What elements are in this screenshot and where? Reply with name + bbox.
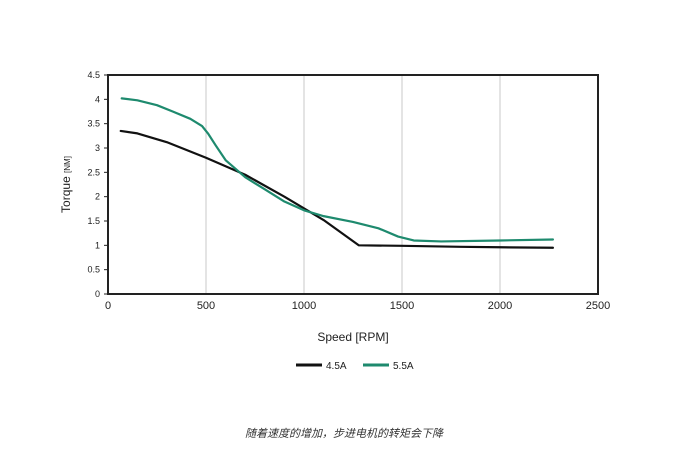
y-axis-label-main: Torque: [59, 173, 73, 213]
x-tick-label: 2500: [586, 300, 610, 312]
y-tick-label: 0: [95, 289, 100, 299]
y-tick-label: 3: [95, 143, 100, 153]
x-tick-label: 500: [197, 300, 215, 312]
x-tick-label: 1500: [390, 300, 414, 312]
plot-frame: [107, 74, 599, 295]
x-axis-label: Speed [RPM]: [317, 330, 388, 344]
y-tick-label: 4: [95, 94, 100, 104]
series-line-0: [119, 129, 555, 249]
y-axis-label-unit: [NM]: [63, 156, 72, 173]
figure-caption: 随着速度的增加，步进电机的转矩会下降: [245, 428, 443, 440]
x-tick-label: 2000: [488, 300, 512, 312]
x-tick-label: 0: [105, 300, 111, 312]
series-line-1: [120, 97, 555, 243]
y-tick-label: 2: [95, 192, 100, 202]
y-tick-label: 0.5: [87, 265, 100, 275]
y-axis-label: Torque [NM]: [59, 156, 73, 213]
legend-label-1: 5.5A: [393, 361, 414, 372]
y-tick-label: 1: [95, 240, 100, 250]
x-tick-label: 1000: [292, 300, 316, 312]
legend-label-0: 4.5A: [326, 361, 347, 372]
y-tick-label: 1.5: [87, 216, 100, 226]
y-tick-label: 4.5: [87, 70, 100, 80]
y-tick-label: 2.5: [87, 167, 100, 177]
y-tick-label: 3.5: [87, 119, 100, 129]
